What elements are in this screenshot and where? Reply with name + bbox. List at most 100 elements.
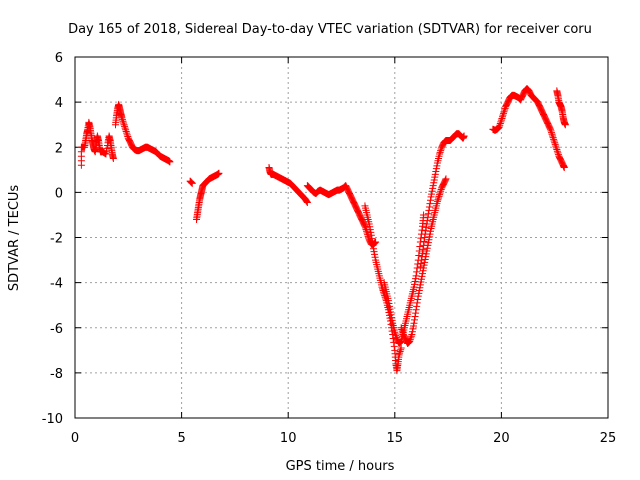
data-point bbox=[552, 144, 560, 152]
data-point bbox=[413, 264, 421, 272]
data-point bbox=[417, 259, 425, 267]
y-axis-label: SDTVAR / TECUs bbox=[7, 185, 22, 292]
data-point bbox=[391, 328, 399, 336]
data-point bbox=[302, 197, 310, 205]
y-tick-labels: -10 -8 -6 -4 -2 0 2 4 6 bbox=[42, 51, 63, 427]
data-point bbox=[122, 127, 130, 135]
data-point bbox=[123, 129, 131, 137]
data-point bbox=[413, 268, 421, 276]
data-point bbox=[406, 337, 414, 345]
data-point bbox=[391, 330, 399, 338]
data-point bbox=[497, 116, 505, 124]
data-point bbox=[390, 342, 398, 350]
data-point bbox=[416, 238, 424, 246]
data-point bbox=[364, 232, 372, 240]
data-point bbox=[546, 125, 554, 133]
y-tick-label: -10 bbox=[42, 412, 63, 427]
x-tick-label: 0 bbox=[71, 431, 79, 446]
data-point bbox=[499, 111, 507, 119]
data-point bbox=[419, 249, 427, 257]
data-point bbox=[500, 109, 508, 117]
data-point bbox=[496, 121, 504, 129]
data-point bbox=[395, 351, 403, 359]
data-point bbox=[412, 306, 420, 314]
data-point bbox=[369, 241, 377, 249]
x-tick-label: 10 bbox=[280, 431, 297, 446]
y-tick-label: 2 bbox=[55, 141, 63, 156]
x-tick-label: 5 bbox=[177, 431, 185, 446]
data-point bbox=[122, 126, 130, 134]
data-point bbox=[187, 178, 195, 186]
data-point bbox=[397, 344, 405, 352]
y-tick-label: 6 bbox=[55, 51, 63, 66]
data-point bbox=[414, 296, 422, 304]
data-point bbox=[361, 224, 369, 232]
data-point bbox=[417, 234, 425, 242]
data-point bbox=[436, 189, 444, 197]
data-point bbox=[548, 129, 556, 137]
data-point bbox=[411, 316, 419, 324]
data-point bbox=[423, 217, 431, 225]
y-tick-label: -2 bbox=[50, 232, 63, 247]
data-points bbox=[77, 85, 569, 375]
data-point bbox=[442, 175, 450, 183]
data-point bbox=[437, 147, 445, 155]
data-point bbox=[410, 319, 418, 327]
chart-title: Day 165 of 2018, Sidereal Day-to-day VTE… bbox=[68, 22, 592, 37]
data-point bbox=[397, 324, 405, 332]
data-point bbox=[548, 130, 556, 138]
data-point bbox=[436, 191, 444, 199]
data-point bbox=[368, 235, 376, 243]
data-point bbox=[427, 196, 435, 204]
data-point bbox=[392, 332, 400, 340]
data-point bbox=[433, 197, 441, 205]
y-tick-label: -4 bbox=[50, 277, 63, 292]
data-point bbox=[421, 230, 429, 238]
data-point bbox=[551, 139, 559, 147]
data-point bbox=[215, 169, 223, 177]
data-point bbox=[413, 302, 421, 310]
data-point bbox=[123, 131, 131, 139]
data-point bbox=[434, 196, 442, 204]
data-point bbox=[552, 142, 560, 150]
data-point bbox=[417, 256, 425, 264]
data-point bbox=[426, 200, 434, 208]
data-point bbox=[418, 226, 426, 234]
axis-ticks bbox=[74, 56, 609, 419]
data-point bbox=[495, 123, 503, 131]
data-point bbox=[436, 150, 444, 158]
data-point bbox=[415, 252, 423, 260]
data-point bbox=[422, 223, 430, 231]
data-point bbox=[412, 309, 420, 317]
data-point bbox=[437, 187, 445, 195]
data-point bbox=[549, 134, 557, 142]
data-point bbox=[367, 231, 375, 239]
data-point bbox=[121, 122, 129, 130]
data-point bbox=[407, 332, 415, 340]
data-point bbox=[420, 241, 428, 249]
y-tick-label: 4 bbox=[55, 96, 63, 111]
data-point bbox=[425, 206, 433, 214]
data-point bbox=[498, 114, 506, 122]
x-tick-label: 20 bbox=[493, 431, 510, 446]
data-point bbox=[419, 245, 427, 253]
y-tick-label: 0 bbox=[55, 186, 63, 201]
data-point bbox=[363, 229, 371, 237]
data-point bbox=[363, 227, 371, 235]
data-point bbox=[413, 299, 421, 307]
data-point bbox=[418, 253, 426, 261]
data-point bbox=[420, 237, 428, 245]
data-point bbox=[435, 194, 443, 202]
data-point bbox=[398, 325, 406, 333]
data-point bbox=[553, 147, 561, 155]
grid-lines bbox=[75, 57, 608, 418]
data-point bbox=[422, 227, 430, 235]
data-point bbox=[188, 179, 196, 187]
data-point bbox=[303, 199, 311, 207]
data-point bbox=[398, 327, 406, 335]
data-point bbox=[460, 132, 468, 140]
data-point bbox=[166, 158, 174, 166]
data-point bbox=[554, 149, 562, 157]
data-point bbox=[361, 222, 369, 230]
